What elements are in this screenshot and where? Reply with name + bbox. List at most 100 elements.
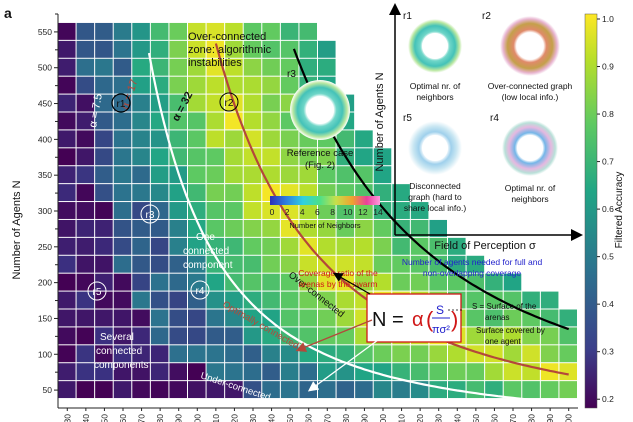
heat-cell: [132, 327, 150, 345]
heat-cell: [169, 309, 187, 327]
marker-r1: r1: [111, 93, 131, 113]
heat-cell: [262, 381, 280, 399]
heat-cell: [95, 381, 113, 399]
heat-cell: [95, 184, 113, 202]
heat-cell: [299, 381, 317, 399]
heat-cell: [355, 237, 373, 255]
heat-cell: [503, 381, 522, 399]
heat-cell: [355, 345, 373, 363]
heat-cell: [540, 309, 559, 327]
heat-cell: [429, 381, 447, 399]
heat-cell: [95, 309, 113, 327]
heat-cell: [410, 363, 429, 381]
heat-cell: [262, 345, 280, 363]
heat-cell: [58, 202, 76, 219]
heat-cell: [132, 130, 150, 148]
heat-cell: [336, 237, 355, 255]
heat-cell: [95, 345, 113, 363]
heat-cell: [113, 255, 132, 273]
heat-cell: [113, 94, 132, 112]
heat-cell: [559, 327, 577, 345]
heat-cell: [113, 345, 132, 363]
heat-cell: [243, 40, 262, 58]
heat-cell: [503, 309, 522, 327]
heat-cell: [373, 166, 392, 184]
heat-cell: [336, 219, 355, 237]
heat-cell: [188, 291, 206, 309]
heat-cell: [95, 291, 113, 309]
heat-cell: [150, 291, 169, 309]
neighbors-tick-label: 10: [343, 207, 353, 217]
heat-cell: [466, 291, 485, 309]
heat-cell: [262, 40, 280, 58]
heat-cell: [58, 58, 76, 76]
curve-alpha-7-5: [147, 52, 569, 405]
colorbar-label: Filtered Accuracy: [614, 172, 625, 249]
heat-cell: [262, 202, 280, 219]
heat-cell: [485, 309, 503, 327]
heat-cell: [355, 273, 373, 291]
colorbar-tick-label: 0.5: [602, 252, 614, 262]
heat-cell: [206, 166, 225, 184]
heat-cell: [58, 22, 76, 40]
heat-cell: [429, 255, 447, 273]
x-tick-label: 280: [527, 414, 537, 422]
x-tick-label: 70: [137, 414, 147, 422]
heat-cell: [299, 273, 317, 291]
heat-cell: [299, 22, 317, 40]
heat-cell: [262, 148, 280, 166]
heat-cell: [188, 255, 206, 273]
heat-cell: [503, 363, 522, 381]
zone-one-1: One: [196, 232, 215, 243]
heat-cell: [132, 58, 150, 76]
heat-cell: [243, 363, 262, 381]
heat-cell: [318, 148, 336, 166]
neighbors-colorbar: [270, 196, 380, 205]
inset-r5-cap-1: Disconnected: [409, 181, 461, 191]
heat-cell: [188, 76, 206, 94]
x-tick-label: 220: [415, 414, 425, 422]
heat-cell: [76, 219, 95, 237]
heat-cell: [188, 237, 206, 255]
heat-cell: [188, 381, 206, 399]
heat-cell: [113, 381, 132, 399]
x-tick-label: 80: [155, 414, 165, 422]
heat-cell: [95, 219, 113, 237]
heat-cell: [150, 309, 169, 327]
heat-cell: [280, 40, 299, 58]
heat-cell: [466, 381, 485, 399]
heat-cell: [243, 255, 262, 273]
heat-cell: [448, 255, 466, 273]
heat-cell: [132, 291, 150, 309]
heat-cell: [132, 363, 150, 381]
inset-r2-cap-2: (low local info.): [502, 92, 559, 102]
heat-cell: [429, 363, 447, 381]
heat-cell: [318, 345, 336, 363]
heat-cell: [150, 381, 169, 399]
y-axis-label: Number of Agents N: [11, 180, 23, 279]
heat-cell: [392, 345, 410, 363]
heat-cell: [132, 22, 150, 40]
zone-one-3: component: [183, 260, 233, 271]
heat-cell: [410, 273, 429, 291]
x-tick-label: 100: [192, 414, 202, 422]
heat-cell: [95, 130, 113, 148]
heat-cell: [132, 237, 150, 255]
colorbar-tick-label: 0.3: [602, 347, 614, 357]
heat-cell: [76, 345, 95, 363]
heat-cell: [169, 381, 187, 399]
panel-letter: a: [4, 5, 12, 21]
heat-cell: [559, 381, 577, 399]
heat-cell: [169, 291, 187, 309]
heat-cell: [299, 363, 317, 381]
heat-cell: [466, 363, 485, 381]
x-tick-label: 40: [81, 414, 91, 422]
y-tick-label: 100: [38, 349, 52, 359]
heat-cell: [280, 255, 299, 273]
formula-coverage-1: Coverage ratio of the: [298, 268, 378, 278]
heat-cell: [373, 363, 392, 381]
formula-agents-1: Number of agents needed for full and: [402, 257, 543, 267]
heat-cell: [113, 22, 132, 40]
colorbar-ticks: 1.0 0.9 0.8 0.7 0.6 0.5 0.4 0.3 0.2: [597, 14, 614, 404]
